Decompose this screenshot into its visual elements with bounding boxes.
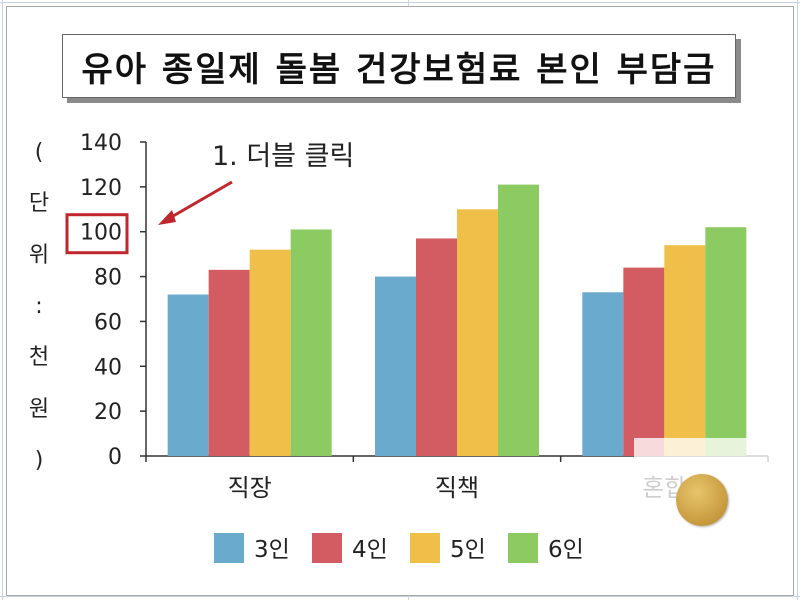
bar[interactable] [664, 245, 706, 456]
legend-label[interactable]: 6인 [548, 537, 584, 563]
y-axis-label-char: : [35, 293, 43, 319]
y-axis-label-char: ) [34, 447, 44, 473]
x-tick-label[interactable]: 직장 [228, 474, 272, 502]
bar[interactable] [705, 227, 747, 456]
annotation-instruction: 1. 더블 클릭 [212, 141, 355, 172]
y-tick-label[interactable]: 120 [80, 176, 122, 201]
legend-swatch[interactable] [312, 533, 342, 563]
legend-label[interactable]: 4인 [352, 537, 388, 563]
bar[interactable] [582, 292, 624, 456]
annotation-arrow-head [158, 210, 176, 225]
legend-swatch[interactable] [214, 533, 244, 563]
y-tick-label[interactable]: 80 [94, 266, 122, 291]
cell-gridline [0, 2, 800, 3]
bar[interactable] [416, 238, 457, 456]
y-axis-label[interactable]: ( 단 위: 천 원) [22, 142, 56, 472]
bar[interactable] [498, 184, 539, 456]
bar[interactable] [208, 269, 250, 456]
legend-label[interactable]: 5인 [450, 537, 486, 563]
chart-title-box[interactable]: 유아 종일제 돌봄 건강보험료 본인 부담금 [62, 34, 736, 98]
legend-swatch[interactable] [508, 533, 538, 563]
annotation-arrow [167, 180, 233, 221]
bar[interactable] [623, 267, 665, 456]
y-tick-label[interactable]: 140 [80, 131, 122, 156]
x-tick-label[interactable]: 직책 [435, 474, 479, 502]
y-tick-label[interactable]: 60 [94, 310, 122, 335]
bar[interactable] [167, 294, 209, 456]
y-tick-label[interactable]: 0 [108, 445, 122, 470]
cell-gridline [797, 0, 798, 600]
y-tick-label[interactable]: 100 [80, 221, 122, 246]
bar[interactable] [290, 229, 332, 456]
y-tick-label[interactable]: 40 [94, 355, 122, 380]
y-axis-label-char: 위 [28, 242, 50, 268]
bar[interactable] [375, 276, 416, 456]
cell-gridline [0, 596, 800, 597]
legend-swatch[interactable] [410, 533, 440, 563]
y-axis-label-char: 단 [28, 191, 50, 217]
y-axis-label-char: 천 [28, 345, 50, 371]
legend-label[interactable]: 3인 [254, 537, 290, 563]
cell-gridline [2, 0, 3, 600]
y-axis-label-char: 원 [28, 396, 50, 422]
bar[interactable] [249, 249, 291, 456]
bar[interactable] [457, 209, 498, 456]
y-axis-label-char: ( [34, 140, 44, 165]
y-tick-label[interactable]: 20 [94, 400, 122, 425]
chart-title: 유아 종일제 돌봄 건강보험료 본인 부담금 [81, 49, 717, 90]
watermark-logo-icon [676, 474, 728, 526]
highlight-box [65, 213, 129, 255]
